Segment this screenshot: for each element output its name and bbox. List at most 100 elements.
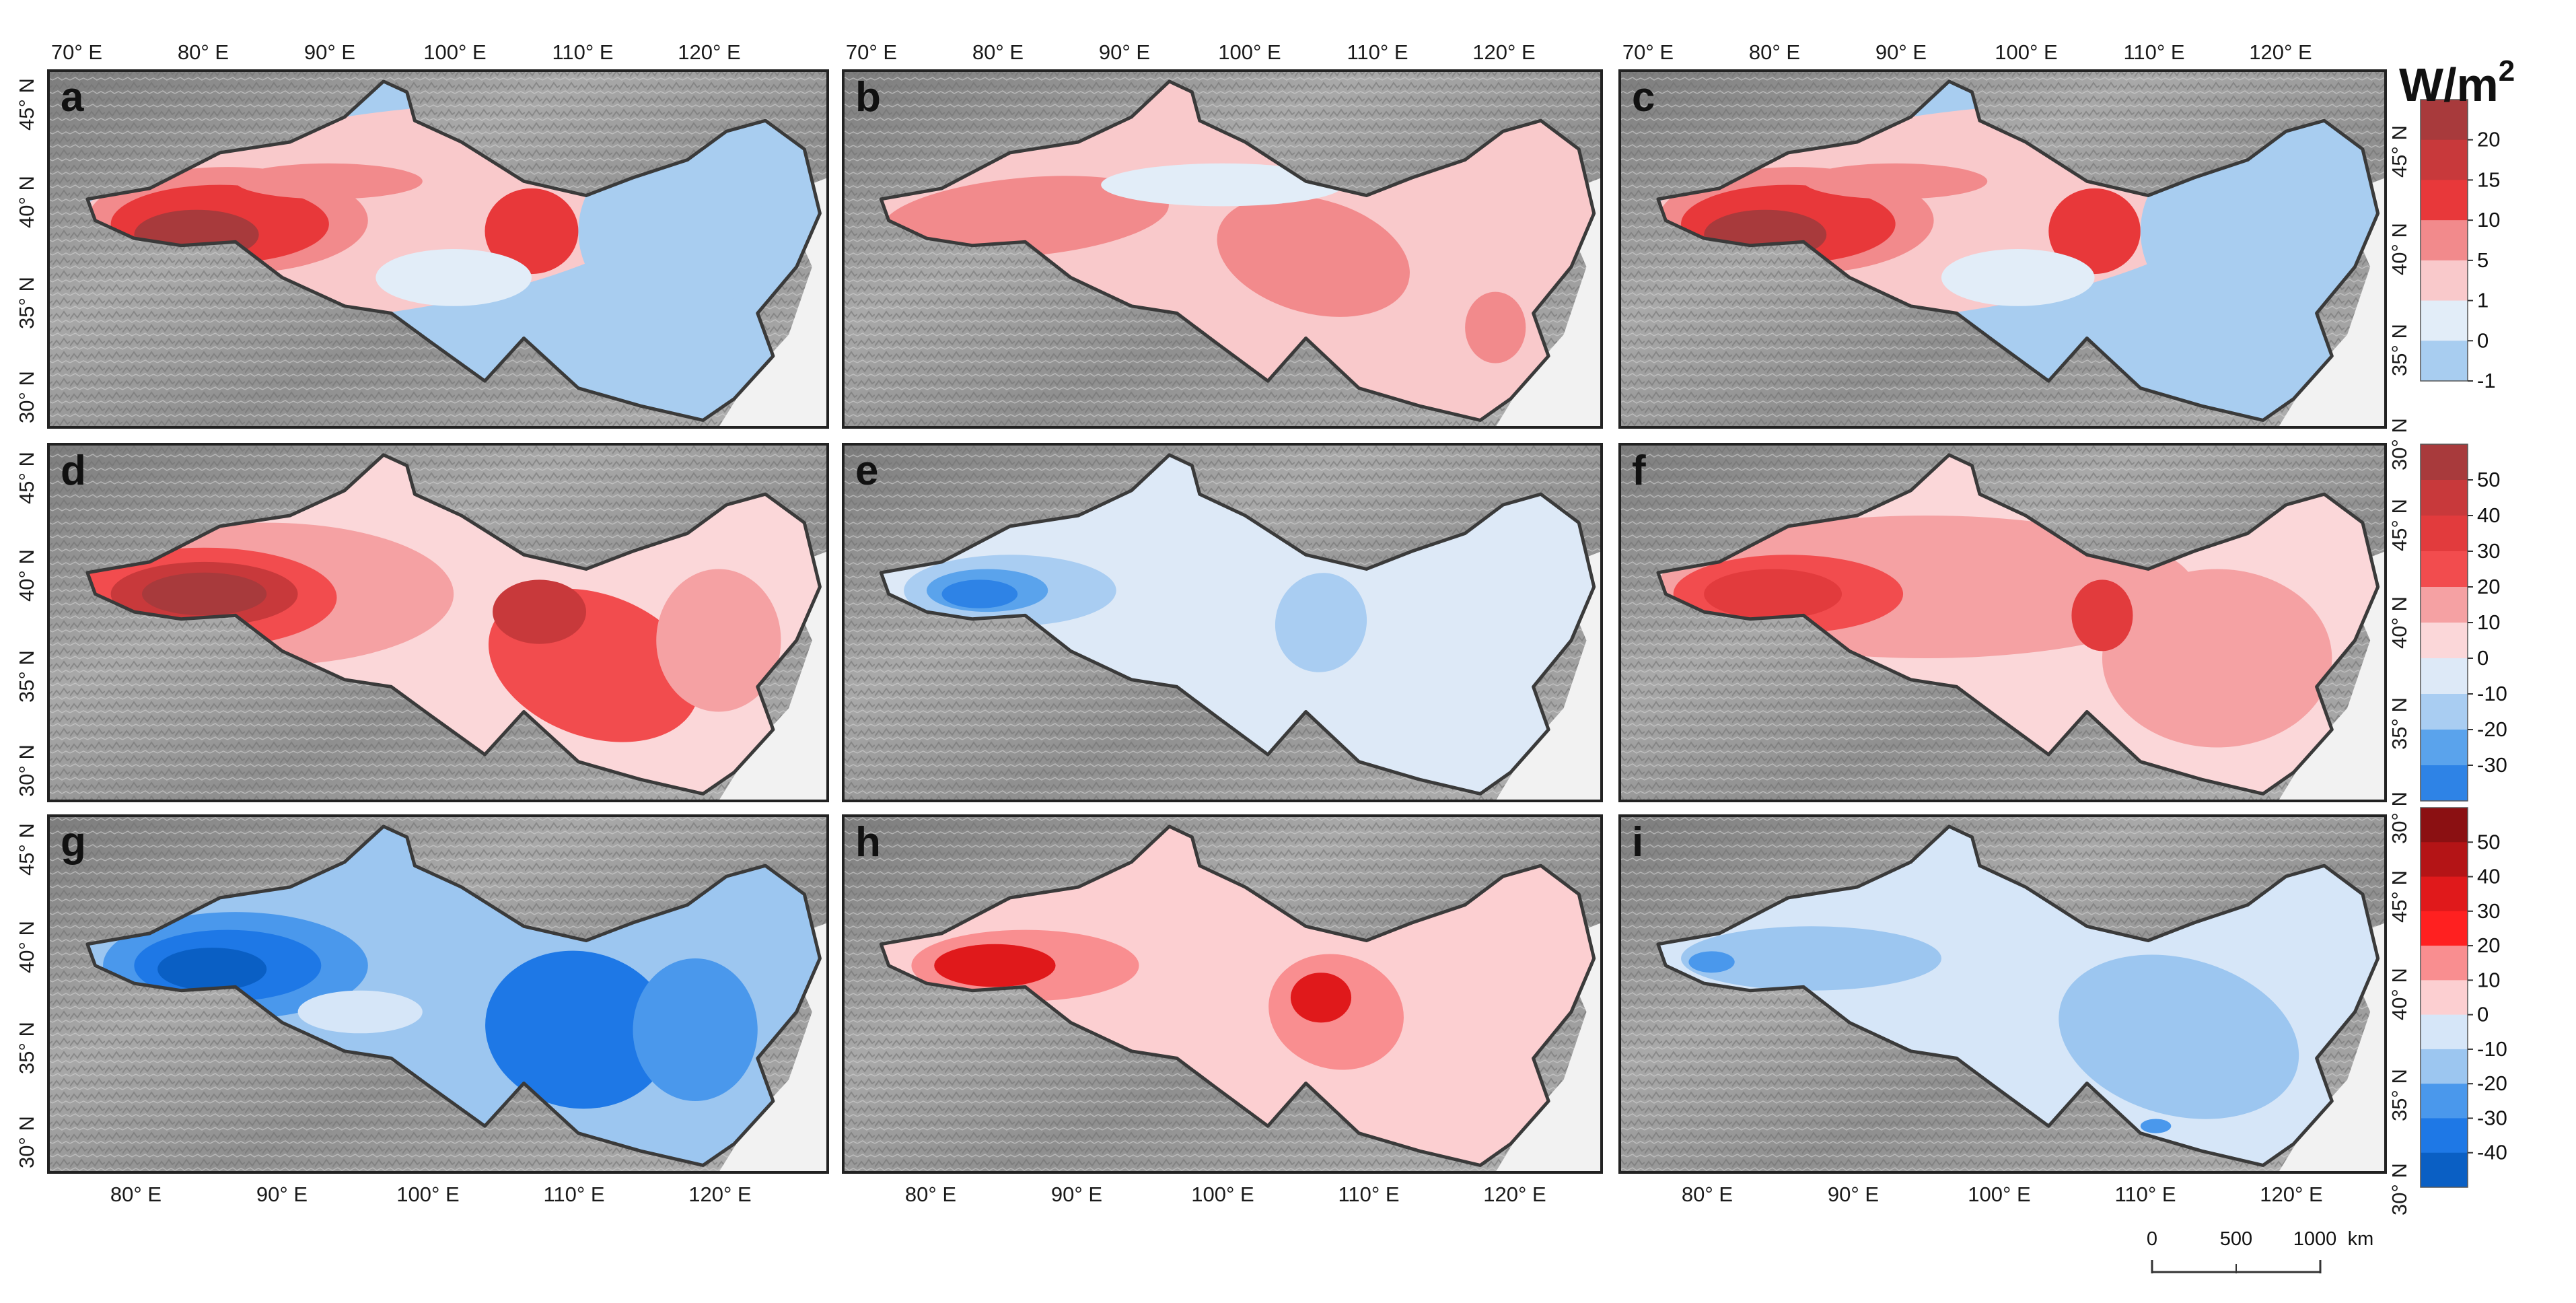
bottom-lon-tick: 110° E [2114, 1183, 2176, 1206]
legends: 201510510-150403020100-10-20-30504030201… [2420, 99, 2507, 1188]
legend-label: 5 [2477, 248, 2489, 272]
left-lat-tick: 45° N [15, 452, 38, 504]
unit-label-base: W/m [2399, 59, 2499, 111]
legend-swatch [2421, 730, 2468, 766]
top-lon-tick: 120° E [678, 40, 740, 64]
contour-zone [493, 579, 587, 644]
left-lat-tick: 30° N [15, 744, 38, 797]
legend-swatch [2421, 1014, 2468, 1050]
bottom-lon-tick: 110° E [543, 1183, 604, 1206]
contour-zone [934, 944, 1056, 987]
legend-swatch [2421, 341, 2468, 382]
legend-swatch [2421, 911, 2468, 946]
legend-label: -30 [2477, 753, 2507, 777]
contour-zone [297, 990, 423, 1034]
legend-swatch [2421, 300, 2468, 341]
map-panels: a b c d e f g h i [47, 69, 2387, 1174]
contour-zone [2071, 579, 2133, 652]
map-panel-b-content [843, 71, 1602, 427]
bottom-lon-tick: 90° E [256, 1183, 308, 1206]
legend-swatch [2421, 551, 2468, 588]
legend-label: 50 [2477, 468, 2500, 491]
top-lon-tick: 110° E [1347, 40, 1408, 64]
scale-bar-label-500: 500 [2220, 1228, 2252, 1250]
right-lat-tick: 30° N [2388, 418, 2411, 470]
legend-swatch [2421, 180, 2468, 221]
legend-label: -20 [2477, 1071, 2507, 1095]
top-lon-tick: 80° E [178, 40, 229, 64]
panel-label-a: a [61, 74, 84, 120]
top-lon-tick: 100° E [423, 40, 486, 64]
legend-label: 40 [2477, 503, 2500, 527]
legend-label: 0 [2477, 646, 2489, 670]
region-boundary [879, 79, 1596, 422]
right-latitude-axis: 45° N 40° N 35° N 30° N 45° N 40° N 35° N 30° N… [2388, 125, 2411, 1216]
contour-zone [1217, 195, 1410, 317]
panel-label-b: b [855, 74, 881, 120]
legend-label: -20 [2477, 717, 2507, 741]
legend-label: 15 [2477, 168, 2500, 191]
bottom-lon-tick: 80° E [1682, 1183, 1733, 1206]
contour-zone [1101, 163, 1344, 207]
top-lon-tick: 100° E [1218, 40, 1281, 64]
left-latitude-axis: 45° N 40° N 35° N 30° N 45° N 40° N 35° N 30° N… [15, 78, 38, 1168]
scale-bar: 0 500 1000 km [2147, 1228, 2373, 1273]
bottom-lon-tick: 100° E [1968, 1183, 2030, 1206]
bottom-lon-tick: 100° E [1191, 1183, 1254, 1206]
left-lat-tick: 30° N [15, 1116, 38, 1168]
sea-area [1495, 923, 1602, 1172]
map-panel-a: a [47, 69, 829, 429]
contour-zone [2059, 954, 2299, 1119]
map-panel-i-content [1620, 816, 2386, 1172]
legend-swatch [2421, 139, 2468, 180]
region-boundary [85, 453, 822, 796]
right-lat-tick: 30° N [2388, 1163, 2411, 1216]
legend-label: 50 [2477, 830, 2500, 853]
legend-swatch [2421, 260, 2468, 302]
legend-swatch [2421, 623, 2468, 659]
contour-zone [235, 163, 423, 199]
contour-zone [1803, 163, 1988, 199]
left-lat-tick: 30° N [15, 371, 38, 423]
legend-label: 10 [2477, 610, 2500, 634]
contour-zone [656, 569, 781, 712]
legend-swatch [2421, 765, 2468, 802]
legend-label: 0 [2477, 1003, 2489, 1026]
legend-swatch [2421, 480, 2468, 516]
top-lon-tick: 80° E [1749, 40, 1800, 64]
region-boundary [85, 824, 822, 1167]
sea-area [1495, 178, 1602, 427]
legend-swatch [2421, 444, 2468, 481]
legend-label: -40 [2477, 1141, 2507, 1164]
panel-label-g: g [61, 819, 86, 866]
bottom-lon-tick: 90° E [1051, 1183, 1102, 1206]
map-panel-b: b [842, 69, 1603, 429]
left-lat-tick: 40° N [15, 921, 38, 973]
panel-label-d: d [61, 448, 86, 494]
top-lon-tick: 90° E [1875, 40, 1927, 64]
study-region-fill [881, 454, 1594, 794]
legend-label: 30 [2477, 899, 2500, 923]
legend-frame [2420, 807, 2468, 1188]
legend-swatch [2421, 1118, 2468, 1154]
contour-layer [904, 555, 1367, 672]
legend-swatch [2421, 946, 2468, 981]
region-boundary [1656, 79, 2380, 422]
bottom-lon-tick: 90° E [1828, 1183, 1879, 1206]
legend-swatch [2421, 516, 2468, 552]
panel-frame [1618, 814, 2387, 1174]
legend-label: 40 [2477, 865, 2500, 888]
bottom-lon-tick: 120° E [688, 1183, 751, 1206]
legend-swatch [2421, 694, 2468, 730]
legend-label: 1 [2477, 289, 2489, 312]
legend-frame [2420, 99, 2468, 382]
unit-label-superscript: 2 [2499, 55, 2515, 87]
legend-swatch [2421, 1084, 2468, 1119]
contour-zone [1275, 573, 1367, 672]
left-lat-tick: 35° N [15, 277, 38, 329]
sea-area [1495, 551, 1602, 801]
contour-zone [2102, 569, 2332, 748]
legend-swatch [2421, 100, 2468, 141]
legend-swatch [2421, 980, 2468, 1016]
